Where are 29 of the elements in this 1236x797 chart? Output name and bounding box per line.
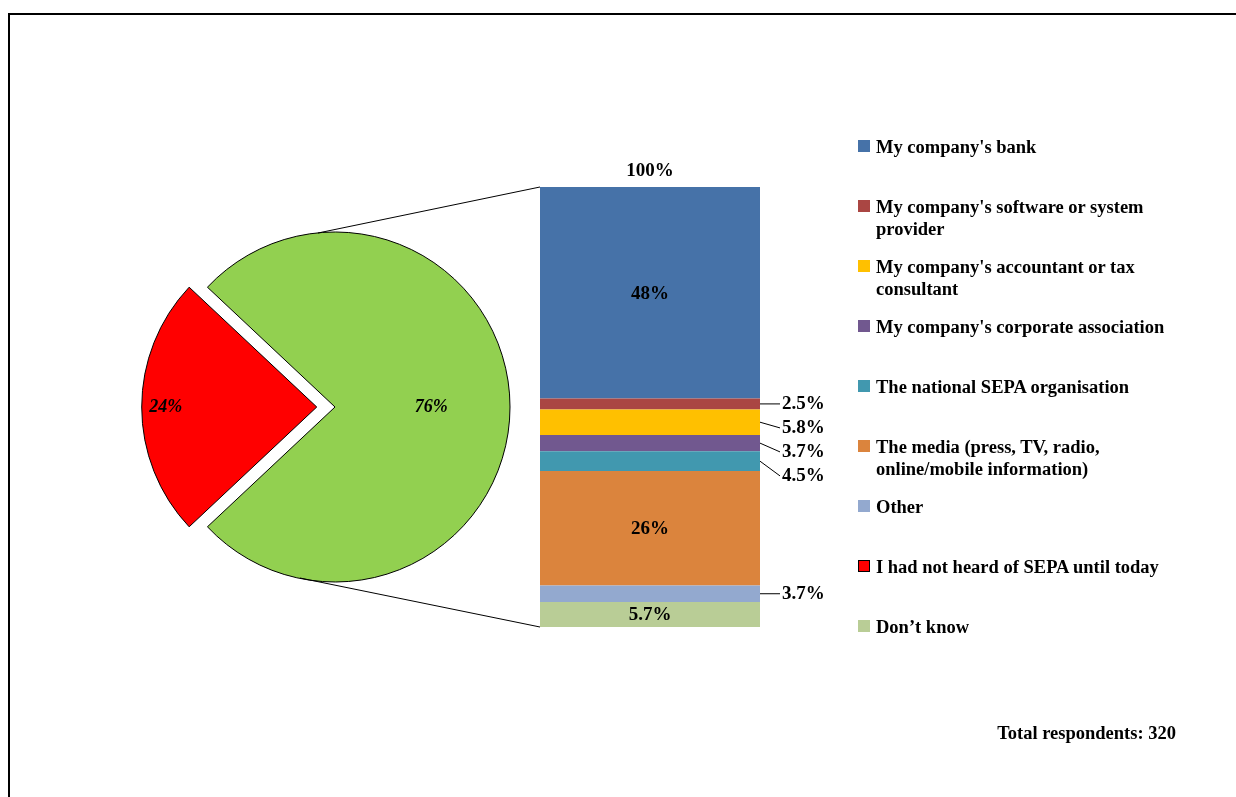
bar bbox=[540, 434, 760, 452]
data-label: 48% bbox=[631, 281, 669, 303]
legend-label: My company's software or system provider bbox=[876, 196, 1145, 240]
legend-label: The national SEPA organisation bbox=[876, 376, 1131, 398]
data-label: 4.5% bbox=[782, 463, 825, 485]
bar bbox=[540, 409, 760, 435]
legend-label: My company's bank bbox=[876, 136, 1038, 158]
bar bbox=[540, 451, 760, 472]
bar bbox=[540, 471, 760, 586]
data-label: 3.7% bbox=[782, 439, 825, 461]
data-label: 3.7% bbox=[782, 581, 825, 603]
text: Total respondents: 320 bbox=[997, 723, 1176, 744]
data-label: 76% bbox=[414, 395, 448, 416]
total-label: 100% bbox=[626, 158, 674, 180]
legend-label: Don’t know bbox=[876, 616, 971, 638]
legend-label: Other bbox=[876, 496, 925, 518]
data-label: 26% bbox=[631, 517, 669, 539]
legend-label: I had not heard of SEPA until today bbox=[876, 556, 1160, 578]
legend-label: My company's corporate association bbox=[876, 316, 1166, 338]
legend-label: My company's accountant or tax consultant bbox=[876, 256, 1136, 300]
data-label: 5.7% bbox=[628, 603, 672, 625]
bar bbox=[540, 585, 760, 602]
data-label: 2.5% bbox=[782, 391, 825, 413]
bar bbox=[540, 398, 760, 410]
bar bbox=[540, 601, 760, 627]
bar bbox=[540, 187, 760, 399]
data-label: 5.8% bbox=[782, 415, 825, 437]
legend-label: The media (press, TV, radio, online/mobile information) bbox=[876, 436, 1101, 480]
data-label: 24% bbox=[148, 395, 183, 416]
